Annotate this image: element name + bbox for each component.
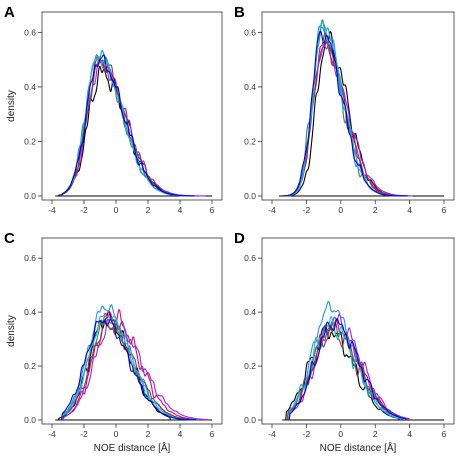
x-tick-label: 4 <box>407 429 412 439</box>
x-tick-label: 0 <box>114 205 119 215</box>
y-tick-label: 0.2 <box>244 136 256 146</box>
density-series-6 <box>286 321 404 421</box>
y-tick-label: 0.6 <box>24 253 36 263</box>
density-series-7 <box>61 55 190 197</box>
panel-b: B 0.0 0.2 0.4 0.6 -4 -2 0 2 4 6 <box>234 4 455 215</box>
x-tick-label: 0 <box>338 205 343 215</box>
x-tick-label: 4 <box>407 205 412 215</box>
plot-frame <box>261 11 455 201</box>
y-tick-label: 0.0 <box>244 191 256 201</box>
panel-label: A <box>4 4 15 21</box>
x-tick-label: 0 <box>338 429 343 439</box>
y-tick-label: 0.4 <box>244 82 256 92</box>
x-tick-label: 6 <box>210 429 215 439</box>
x-tick-label: -2 <box>80 205 88 215</box>
y-tick-label: 0.6 <box>244 27 256 37</box>
x-tick-label: -4 <box>268 205 276 215</box>
x-tick-label: 0 <box>114 429 119 439</box>
panel-d: D 0.0 0.2 0.4 0.6 -4 -2 0 2 4 6 NOE distance [Å] <box>234 230 455 454</box>
density-series-8 <box>61 54 195 197</box>
x-tick-label: 2 <box>373 205 378 215</box>
y-axis-title: density <box>6 315 17 347</box>
x-tick-label: 6 <box>442 205 447 215</box>
x-tick-label: -4 <box>48 429 56 439</box>
y-tick-label: 0.4 <box>244 307 256 317</box>
x-tick-label: 4 <box>178 205 183 215</box>
y-tick-label: 0.0 <box>244 415 256 425</box>
x-tick-label: 2 <box>146 205 151 215</box>
y-axis-title: density <box>6 90 17 122</box>
y-tick-label: 0.2 <box>24 361 36 371</box>
x-axis-title: NOE distance [Å] <box>94 441 171 454</box>
plot-frame <box>41 11 223 201</box>
y-tick-label: 0.6 <box>244 253 256 263</box>
density-series-4 <box>288 300 407 421</box>
x-axis-title: NOE distance [Å] <box>320 441 397 454</box>
x-tick-label: -2 <box>303 429 311 439</box>
x-tick-label: 4 <box>178 429 183 439</box>
panel-a: A 0.0 0.2 0.4 0.6 -4 -2 0 2 4 6 density <box>4 4 223 215</box>
panel-label: D <box>234 230 245 247</box>
x-tick-label: 6 <box>210 205 215 215</box>
x-tick-label: 6 <box>442 429 447 439</box>
density-series-5 <box>62 318 210 421</box>
plot-frame <box>41 237 223 425</box>
x-tick-label: 2 <box>146 429 151 439</box>
y-tick-label: 0.2 <box>244 361 256 371</box>
density-series-8 <box>61 318 197 421</box>
x-tick-label: -4 <box>48 205 56 215</box>
panel-c: C 0.0 0.2 0.4 0.6 -4 -2 0 2 4 6 density NOE distance… <box>4 230 223 454</box>
panel-label: C <box>4 230 15 247</box>
y-tick-label: 0.6 <box>24 27 36 37</box>
x-tick-label: -2 <box>303 205 311 215</box>
density-series-5 <box>283 43 414 197</box>
y-tick-label: 0.0 <box>24 415 36 425</box>
x-tick-label: -2 <box>80 429 88 439</box>
density-series-8 <box>288 318 407 421</box>
y-tick-label: 0.4 <box>24 82 36 92</box>
y-tick-label: 0.2 <box>24 136 36 146</box>
panel-label: B <box>234 4 245 21</box>
density-series-8 <box>283 30 408 197</box>
x-tick-label: -4 <box>268 429 276 439</box>
density-series-7 <box>61 314 194 421</box>
x-tick-label: 2 <box>373 429 378 439</box>
y-tick-label: 0.0 <box>24 191 36 201</box>
plot-frame <box>261 237 455 425</box>
y-tick-label: 0.4 <box>24 307 36 317</box>
